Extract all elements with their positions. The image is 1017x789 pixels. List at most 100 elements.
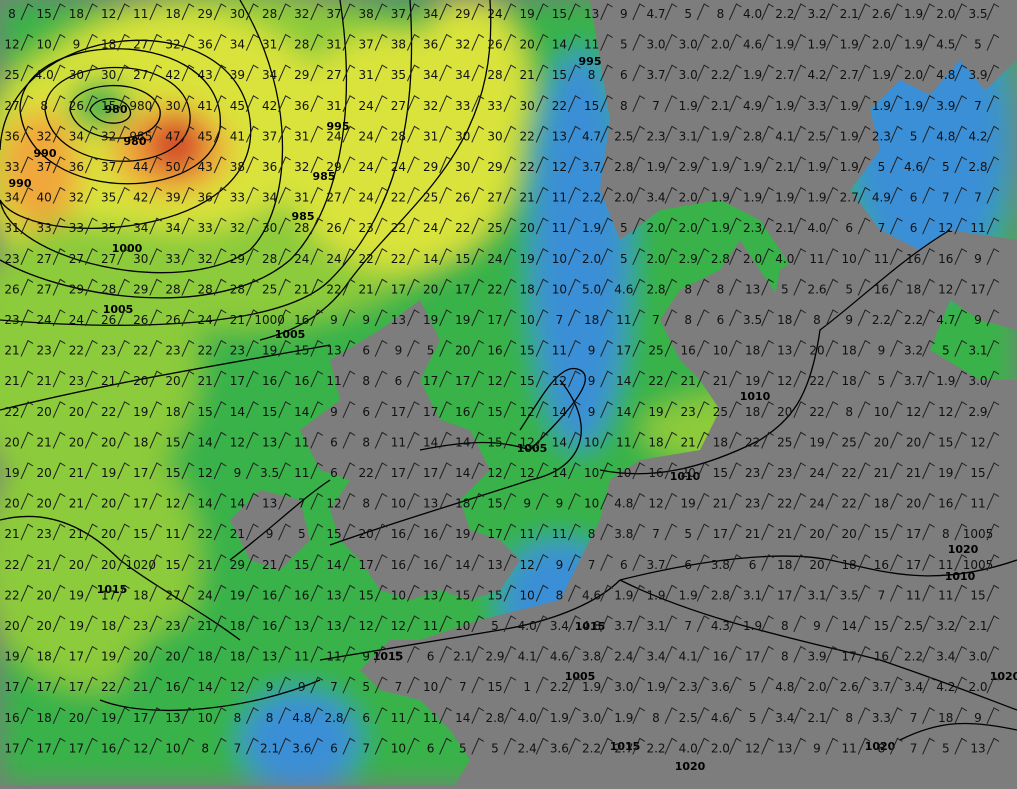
wind-barb [20,339,34,357]
wind-barb [922,278,935,296]
isobar-line [419,367,586,451]
wind-speed-value: 1 [523,680,531,694]
wind-barb [406,554,420,572]
wind-barb [181,95,195,113]
wind-barb [213,431,227,449]
isobar-label: 980 [124,135,147,148]
wind-station: 2.0 [904,64,935,82]
wind-speed-value: 7 [234,741,242,755]
wind-station: 17 [713,523,742,541]
wind-barb [696,309,710,327]
wind-station: 16 [487,339,517,358]
wind-speed-value: 20 [101,558,116,572]
wind-station: 13 [552,125,581,143]
field-blob [530,50,630,450]
wind-station: 34 [165,217,195,235]
wind-speed-value: 8 [588,68,596,82]
wind-station: 1.9 [582,676,613,694]
wind-station: 8 [362,370,388,388]
wind-barb [728,248,742,266]
wind-station: 3.5 [260,462,291,480]
wind-speed-value: 3.7 [646,558,665,572]
wind-speed-value: 32 [294,7,309,21]
wind-barb [471,278,485,296]
wind-station: 21 [37,431,66,449]
wind-barb [567,707,581,725]
wind-barb [503,462,517,480]
wind-speed-value: 8 [845,711,853,725]
wind-station: 18 [777,554,807,572]
wind-station: 20 [37,615,66,633]
wind-speed-value: 34 [133,221,148,235]
wind-barb [600,217,613,235]
wind-speed-value: 3.0 [646,38,665,52]
wind-station: 4.5 [936,33,968,52]
wind-barb [696,370,710,388]
wind-speed-value: 2.9 [968,405,987,419]
wind-station: 9 [588,339,613,358]
wind-station: 7 [652,523,678,541]
wind-speed-value: 20 [101,527,116,541]
wind-barb [213,217,227,235]
wind-barb [471,737,485,755]
wind-speed-value: 24 [326,252,341,266]
wind-barb [728,125,742,143]
wind-barb [503,125,517,143]
wind-speed-value: 17 [4,680,19,694]
wind-station: 2.3 [679,676,710,694]
wind-barb [503,554,517,572]
wind-station: 11 [616,431,646,449]
wind-station: 36 [294,95,324,113]
wind-barb [439,186,452,204]
wind-barb [278,737,291,755]
wind-speed-value: 30 [230,7,245,21]
wind-speed-value: 8 [652,711,660,725]
wind-barb [245,462,259,480]
wind-speed-value: 12 [326,497,341,511]
wind-barb [857,645,871,663]
wind-speed-value: 3.5 [743,313,762,327]
wind-station: 33 [487,95,517,113]
wind-barb [632,3,646,21]
wind-barb [793,3,807,21]
wind-barb [857,492,871,510]
wind-speed-value: 11 [294,435,309,449]
wind-barb [374,248,388,266]
wind-speed-value: 15 [294,344,309,358]
wind-barb [20,523,34,541]
wind-barb [793,462,807,480]
wind-barb [825,707,839,725]
wind-barb [600,584,613,602]
wind-station: 15 [455,248,485,266]
wind-speed-value: 20 [69,405,84,419]
wind-barb [278,186,291,204]
wind-station: 1005 [963,554,1000,572]
wind-speed-value: 9 [523,497,531,511]
wind-station: 8 [556,584,581,602]
wind-speed-value: 20 [4,435,19,449]
wind-station: 9 [974,248,1000,266]
wind-barb [245,3,259,21]
wind-station: 17 [455,278,485,296]
wind-station: 45 [198,125,227,143]
wind-station: 32 [294,156,324,174]
wind-speed-value: 20 [359,527,374,541]
wind-speed-value: 26 [101,313,116,327]
wind-station: 16 [262,584,291,602]
wind-barb [954,554,968,572]
wind-barb [793,554,807,572]
wind-barb [825,737,839,755]
wind-barb [600,186,613,204]
wind-speed-value: 10 [165,741,180,755]
wind-speed-value: 7 [878,588,886,602]
wind-speed-value: 10 [391,588,406,602]
wind-station: 3.4 [646,645,678,664]
wind-station: 18 [745,401,774,419]
wind-barb [503,492,517,510]
wind-barb [181,156,195,174]
wind-barb [117,64,130,82]
wind-station: 12 [520,462,549,480]
wind-speed-value: 1.9 [904,99,923,113]
wind-barb [696,125,710,143]
wind-speed-value: 5 [942,741,950,755]
